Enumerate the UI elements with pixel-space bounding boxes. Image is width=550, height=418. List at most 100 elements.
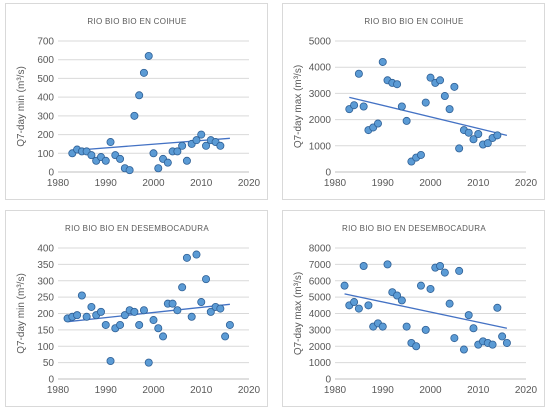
data-point: [173, 306, 182, 315]
data-point: [493, 131, 502, 140]
x-tick-label: 2020: [238, 385, 261, 396]
data-point: [445, 105, 454, 114]
x-tick-label: 2000: [419, 178, 442, 189]
data-point: [154, 164, 163, 173]
y-tick-label: 400: [37, 244, 54, 255]
y-tick-label: 8000: [309, 244, 332, 255]
x-tick-label: 1990: [372, 385, 395, 396]
data-point: [225, 320, 234, 329]
data-point: [135, 320, 144, 329]
data-point: [354, 304, 363, 313]
data-point: [130, 111, 139, 120]
chart-panel-coihue-min: RIO BIO BIO EN COIHUE 0 100 200 300 400 500 600…: [5, 3, 268, 200]
y-tick-label: 0: [48, 375, 54, 386]
data-point: [216, 304, 225, 313]
data-point: [192, 136, 201, 145]
data-point: [350, 298, 359, 307]
data-point: [182, 253, 191, 262]
y-tick-label: 300: [37, 111, 54, 122]
x-tick-label: 2010: [467, 178, 490, 189]
y-tick-label: 50: [43, 358, 55, 369]
data-point: [125, 166, 134, 175]
y-tick-label: 3000: [309, 89, 332, 100]
data-point: [202, 141, 211, 150]
y-tick-label: 1000: [309, 358, 332, 369]
data-point: [106, 356, 115, 365]
y-tick-label: 6000: [309, 276, 332, 287]
chart-title: RIO BIO BIO EN DESEMBOCADURA: [65, 224, 209, 233]
x-tick-label: 2010: [190, 385, 213, 396]
y-tick-label: 4000: [309, 309, 332, 320]
data-point: [197, 130, 206, 139]
y-tick-label: 200: [37, 130, 54, 141]
x-tick-label: 2020: [238, 178, 261, 189]
data-point: [116, 320, 125, 329]
trend-line: [349, 96, 508, 136]
data-point: [421, 325, 430, 334]
data-point: [202, 275, 211, 284]
data-point: [402, 322, 411, 331]
data-point: [173, 147, 182, 156]
data-point: [168, 299, 177, 308]
x-tick-label: 2020: [515, 178, 538, 189]
chart-panel-coihue-max: RIO BIO BIO EN COIHUE 0 1000 2000 3000 4000 50…: [282, 3, 545, 200]
data-point: [440, 268, 449, 277]
x-tick-label: 1980: [47, 385, 70, 396]
data-point: [77, 291, 86, 300]
data-point: [436, 262, 445, 271]
data-point: [87, 302, 96, 311]
data-point: [469, 135, 478, 144]
data-point: [364, 301, 373, 310]
y-tick-label: 500: [37, 74, 54, 85]
x-tick-label: 1990: [95, 178, 118, 189]
data-point: [474, 130, 483, 139]
data-point: [378, 57, 387, 66]
data-point: [397, 296, 406, 305]
data-point: [450, 82, 459, 91]
x-tick-label: 1980: [47, 178, 70, 189]
y-tick-label: 5000: [309, 293, 332, 304]
y-axis-label: Q7-day min (m³/s): [16, 273, 27, 354]
data-point: [130, 307, 139, 316]
data-point: [455, 144, 464, 153]
data-point: [96, 307, 105, 316]
y-tick-label: 100: [37, 149, 54, 160]
y-axis-label: Q7-day min (m³/s): [16, 66, 27, 147]
data-point: [163, 158, 172, 167]
data-point: [483, 139, 492, 148]
chart-title: RIO BIO BIO EN DESEMBOCADURA: [342, 224, 486, 233]
data-point: [139, 68, 148, 77]
data-point: [412, 342, 421, 351]
data-point: [144, 51, 153, 60]
x-tick-label: 2000: [142, 178, 165, 189]
data-point: [421, 98, 430, 107]
x-tick-label: 2020: [515, 385, 538, 396]
data-point: [149, 149, 158, 158]
chart-svg: RIO BIO BIO EN DESEMBOCADURA 0 50 100 150 200…: [16, 224, 261, 396]
trend-line: [344, 293, 508, 329]
x-tick-label: 1990: [372, 178, 395, 189]
y-tick-label: 7000: [309, 260, 332, 271]
data-point: [139, 306, 148, 315]
data-point: [73, 311, 82, 320]
x-tick-label: 1980: [324, 385, 347, 396]
chart-svg: RIO BIO BIO EN COIHUE 0 1000 2000 3000 4000 50…: [293, 17, 538, 189]
data-point: [354, 69, 363, 78]
data-point: [378, 322, 387, 331]
data-point: [436, 76, 445, 85]
data-point: [455, 266, 464, 275]
data-point: [393, 80, 402, 89]
data-point: [359, 102, 368, 111]
data-point: [101, 156, 110, 165]
y-tick-label: 2000: [309, 342, 332, 353]
data-point: [87, 151, 96, 160]
data-point: [187, 312, 196, 321]
y-axis-label: Q7-day max (m³/s): [293, 272, 304, 355]
data-point: [502, 338, 511, 347]
data-point: [154, 324, 163, 333]
data-point: [216, 141, 225, 150]
chart-panel-desembocadura-min: RIO BIO BIO EN DESEMBOCADURA 0 50 100 150 200…: [5, 210, 268, 407]
y-tick-label: 0: [48, 168, 54, 179]
x-tick-label: 1990: [95, 385, 118, 396]
data-point: [144, 358, 153, 367]
